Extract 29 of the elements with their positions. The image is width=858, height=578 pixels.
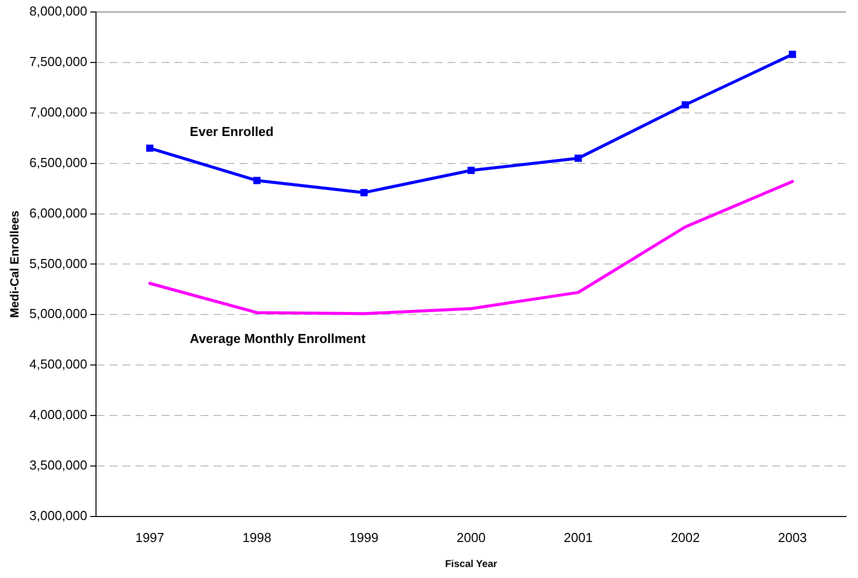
y-axis-title: Medi-Cal Enrollees <box>8 210 22 318</box>
x-tick-label: 2001 <box>564 530 593 545</box>
point <box>360 188 368 196</box>
x-tick-label: 1997 <box>135 530 164 545</box>
y-tick-label: 3,000,000 <box>29 508 88 523</box>
point <box>574 154 582 162</box>
point <box>467 166 475 174</box>
series-label: Average Monthly Enrollment <box>190 331 366 346</box>
y-tick-label: 6,000,000 <box>29 205 88 220</box>
x-tick-label: 2003 <box>778 530 807 545</box>
series-label: Ever Enrolled <box>190 124 274 139</box>
x-axis-title: Fiscal Year <box>445 558 498 570</box>
y-tick-label: 8,000,000 <box>29 4 88 19</box>
y-tick-label: 5,000,000 <box>29 306 88 322</box>
x-tick-label: 2002 <box>670 530 700 545</box>
x-tick-label: 2000 <box>456 530 486 545</box>
point <box>146 144 154 152</box>
y-tick-label: 7,000,000 <box>29 104 88 120</box>
point <box>788 50 796 58</box>
y-tick-label: 5,500,000 <box>29 256 88 271</box>
point <box>682 101 689 108</box>
x-tick-label: 1998 <box>242 530 272 545</box>
point <box>253 176 261 184</box>
x-tick-label: 1999 <box>350 530 378 545</box>
y-tick-label: 7,500,000 <box>29 54 88 70</box>
y-tick-label: 4,500,000 <box>29 356 88 372</box>
y-tick-label: 3,500,000 <box>29 458 88 473</box>
y-tick-label: 6,500,000 <box>29 154 88 170</box>
y-tick-label: 4,000,000 <box>29 407 88 422</box>
